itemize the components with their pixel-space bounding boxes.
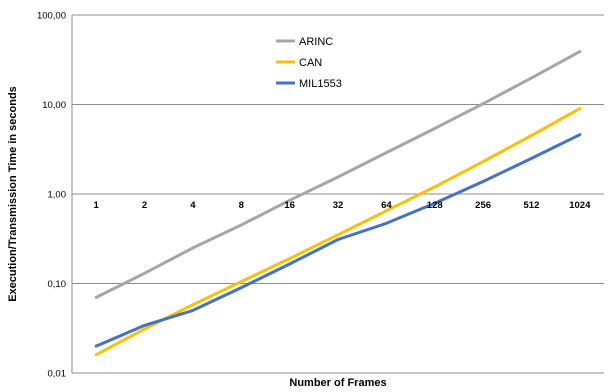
x-tick-label: 256 bbox=[475, 200, 491, 211]
x-tick-label: 128 bbox=[427, 200, 443, 211]
y-axis-title: Execution/Transmission Time in seconds bbox=[7, 86, 19, 302]
x-tick-label: 64 bbox=[381, 200, 392, 211]
series-line-mil1553 bbox=[94, 133, 582, 348]
legend: ARINC CAN MIL1553 bbox=[276, 36, 342, 90]
x-category-labels: 1 2 4 8 16 32 64 128 256 512 1024 bbox=[94, 200, 592, 211]
series-line-arinc bbox=[94, 50, 582, 299]
gridlines bbox=[71, 14, 604, 374]
x-axis-title: Number of Frames bbox=[289, 377, 386, 389]
legend-label-arinc: ARINC bbox=[299, 36, 333, 48]
x-tick-label: 32 bbox=[333, 200, 344, 211]
y-tick-label: 0,01 bbox=[48, 369, 67, 380]
legend-label-mil1553: MIL1553 bbox=[299, 78, 342, 90]
x-tick-label: 512 bbox=[524, 200, 540, 211]
y-tick-label: 10,00 bbox=[42, 100, 66, 111]
x-tick-label: 1 bbox=[94, 200, 100, 211]
x-tick-label: 4 bbox=[190, 200, 196, 211]
legend-label-can: CAN bbox=[299, 57, 322, 69]
y-tick-label: 0,10 bbox=[48, 279, 67, 290]
x-tick-label: 8 bbox=[239, 200, 244, 211]
y-tick-label: 1,00 bbox=[48, 190, 67, 201]
series-line-can bbox=[94, 107, 582, 357]
series-lines bbox=[94, 50, 582, 357]
y-tick-labels: 0,01 0,10 1,00 10,00 100,00 bbox=[37, 11, 66, 380]
x-tick-label: 16 bbox=[284, 200, 295, 211]
x-tick-label: 1024 bbox=[569, 200, 591, 211]
y-tick-label: 100,00 bbox=[37, 11, 66, 22]
x-tick-label: 2 bbox=[142, 200, 147, 211]
